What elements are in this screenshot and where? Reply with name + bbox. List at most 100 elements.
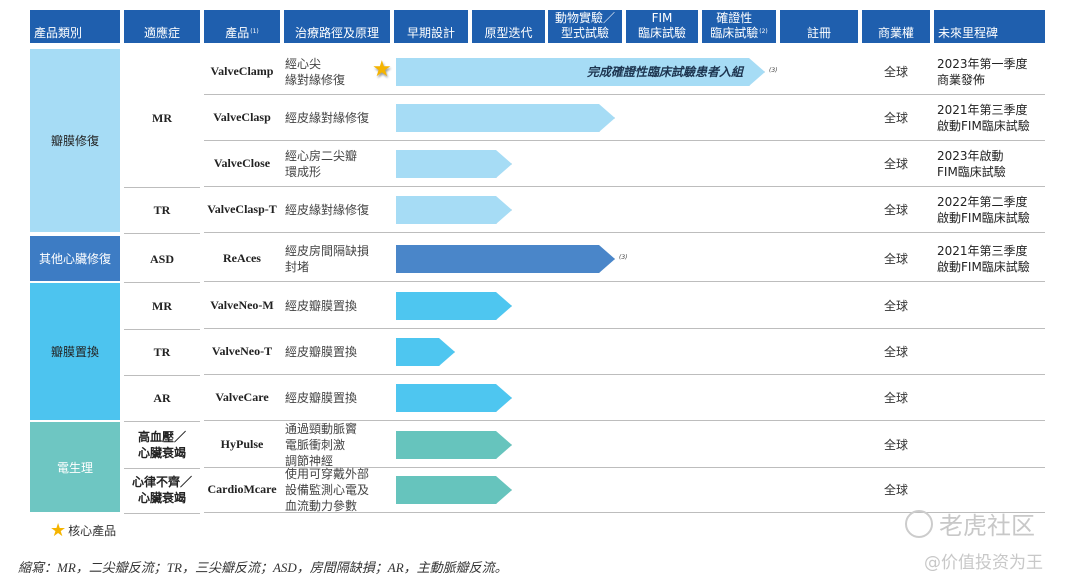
legend: ★ 核心產品 (50, 520, 116, 541)
header-label: 適應症 (143, 26, 180, 40)
product-name: CardioMcare (207, 482, 277, 496)
star-icon: ★ (50, 520, 67, 541)
star-icon: ★ (372, 57, 392, 82)
progress-arrow (396, 338, 455, 366)
progress-arrow (396, 245, 615, 273)
progress-arrow (396, 292, 512, 320)
header-8: 確證性 臨床試驗 (2) (702, 10, 776, 43)
legend-label: 核心產品 (68, 524, 117, 538)
header-7: FIM 臨床試驗 (626, 10, 698, 43)
watermark-logo: 老虎社区 (905, 506, 1035, 541)
commercial-rights: 全球 (883, 391, 908, 405)
header-0: 產品類別 (30, 10, 120, 43)
header-5: 原型迭代 (472, 10, 545, 43)
row-divider (204, 467, 1045, 468)
commercial-rights: 全球 (883, 345, 908, 359)
footnote-marker: (3) (619, 254, 628, 261)
row-divider (204, 420, 1045, 421)
commercial-rights: 全球 (883, 483, 908, 497)
treatment-approach: 經心尖 緣對緣修復 (285, 56, 346, 87)
product-name: HyPulse (220, 437, 264, 451)
milestone (937, 283, 1047, 328)
header-label: 早期設計 (406, 26, 455, 40)
indication-divider (124, 329, 200, 330)
header-label: 確證性 臨床試驗 (710, 11, 759, 40)
treatment-approach: 經皮房間隔缺損 封堵 (285, 243, 370, 274)
header-3: 治療路徑及原理 (284, 10, 390, 43)
treatment-approach: 經皮緣對緣修復 (285, 202, 370, 217)
product-name: ReAces (223, 251, 261, 265)
indication-7: 心律不齊／ 心臟衰竭 (131, 474, 192, 505)
indication-6: 高血壓／ 心臟衰竭 (137, 429, 186, 460)
product-name: ValveClose (213, 156, 271, 170)
progress-arrow (396, 196, 512, 224)
treatment-approach: 使用可穿戴外部 設備監測心電及 血流動力參數 (285, 466, 370, 513)
indication-0: MR (152, 110, 172, 125)
milestone: 2022年第二季度 啟動FIM臨床試驗 (937, 194, 1030, 225)
tiger-logo-icon (905, 509, 933, 538)
row-divider (204, 281, 1045, 282)
milestone: 2021年第三季度 啟動FIM臨床試驗 (937, 243, 1030, 274)
header-label: 註冊 (806, 26, 831, 40)
milestone: 2023年啟動 FIM臨床試驗 (937, 148, 1006, 179)
indication-divider (124, 282, 200, 283)
row-divider (204, 328, 1045, 329)
header-label: 產品 (225, 26, 250, 40)
indication-4: TR (153, 344, 171, 359)
category-2: 瓣膜置換 (30, 283, 120, 420)
commercial-rights: 全球 (883, 65, 908, 79)
product-name: ValveClasp (213, 110, 271, 124)
header-1: 適應症 (124, 10, 200, 43)
header-label: FIM 臨床試驗 (637, 11, 686, 40)
indication-1: TR (153, 202, 171, 217)
header-9: 註冊 (780, 10, 858, 43)
product-name: ValveClamp (210, 64, 274, 78)
header-2: 產品 (1) (204, 10, 280, 43)
milestone (937, 329, 1047, 374)
treatment-approach: 通過頸動脈竇 電脈衝刺激 調節神經 (285, 421, 358, 468)
product-name: ValveNeo-T (211, 344, 273, 358)
indication-2: ASD (149, 251, 174, 266)
commercial-rights: 全球 (883, 157, 908, 171)
indication-divider (124, 513, 200, 514)
category-3: 電生理 (30, 422, 120, 512)
footnote: 縮寫：MR，二尖瓣反流；TR，三尖瓣反流；ASD，房間隔缺損；AR，主動脈瓣反流… (18, 560, 508, 575)
row-divider (204, 140, 1045, 141)
milestone: 2023年第一季度 商業發佈 (937, 56, 1028, 87)
header-label: 動物實驗／ 型式試驗 (554, 11, 615, 40)
treatment-approach: 經皮緣對緣修復 (285, 110, 370, 125)
row-divider (204, 374, 1045, 375)
progress-arrow (396, 384, 512, 412)
row-divider (204, 232, 1045, 233)
progress-arrow (396, 150, 512, 178)
progress-arrow (396, 476, 512, 504)
progress-arrow (396, 431, 512, 459)
treatment-approach: 經皮瓣膜置換 (285, 298, 358, 313)
indication-divider (124, 468, 200, 469)
milestone (937, 422, 1047, 467)
treatment-approach: 經心房二尖瓣 環成形 (285, 148, 358, 179)
commercial-rights: 全球 (883, 111, 908, 125)
row-divider (204, 94, 1045, 95)
footnote-marker: (3) (769, 67, 778, 74)
row-divider (204, 512, 1045, 513)
header-6: 動物實驗／ 型式試驗 (548, 10, 622, 43)
indication-5: AR (153, 390, 171, 405)
header-4: 早期設計 (394, 10, 468, 43)
header-label: 未來里程碑 (938, 26, 999, 40)
treatment-approach: 經皮瓣膜置換 (285, 390, 358, 405)
arrow-label: 完成確證性臨床試驗患者入組 (586, 65, 743, 79)
indication-divider (124, 375, 200, 376)
header-note: (2) (759, 28, 768, 35)
treatment-approach: 經皮瓣膜置換 (285, 344, 358, 359)
progress-arrow: 完成確證性臨床試驗患者入組 (396, 58, 765, 86)
commercial-rights: 全球 (883, 438, 908, 452)
indication-3: MR (152, 298, 172, 313)
product-name: ValveNeo-M (210, 298, 274, 312)
header-note: (1) (250, 28, 259, 35)
header-label: 商業權 (877, 26, 914, 40)
commercial-rights: 全球 (883, 299, 908, 313)
indication-divider (124, 187, 200, 188)
category-0: 瓣膜修復 (30, 49, 120, 232)
indication-divider (124, 233, 200, 234)
